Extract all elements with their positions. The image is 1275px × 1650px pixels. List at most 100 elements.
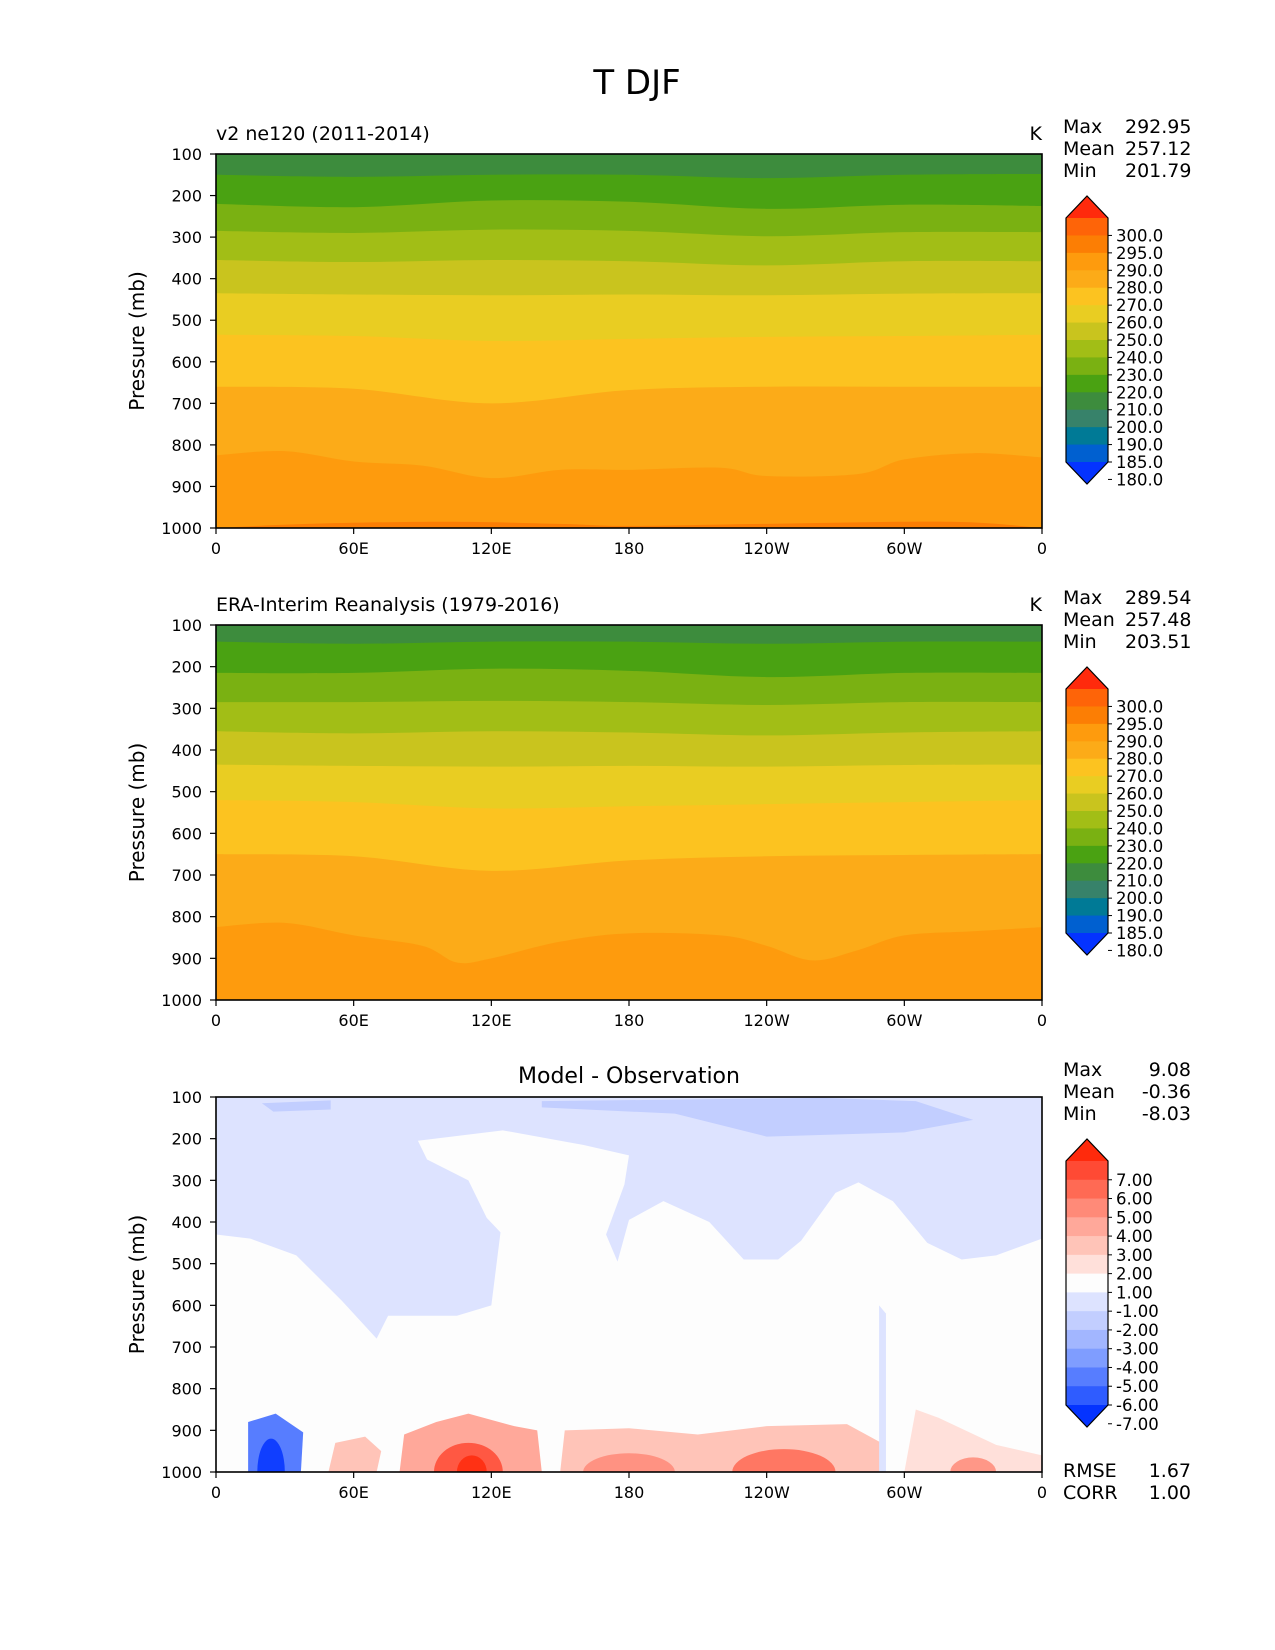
stats-label: Max (1063, 116, 1103, 138)
colorbar-segment (1066, 1179, 1108, 1200)
contour-region-surface-positive-60E (328, 1436, 382, 1472)
stats-row: Max 292.95 (1063, 116, 1191, 138)
panel-title: Model - Observation (518, 1064, 740, 1089)
y-tick-label: 700 (171, 394, 202, 413)
y-tick-label: 900 (171, 1421, 202, 1440)
colorbar-segment (1066, 776, 1108, 795)
colorbar-segment (1066, 287, 1108, 306)
y-tick-label: 300 (171, 1171, 202, 1190)
colorbar-segment (1066, 1386, 1108, 1406)
colorbar-tick-label: 5.00 (1116, 1208, 1153, 1227)
colorbar-segment (1066, 235, 1108, 254)
y-tick-label: 500 (171, 783, 202, 802)
stats-label: Mean (1063, 1081, 1115, 1103)
colorbar-segment (1066, 880, 1108, 899)
figure-title: T DJF (592, 63, 680, 103)
x-tick-label: 120E (471, 539, 512, 558)
y-tick-label: 500 (171, 311, 202, 330)
stats-row: Min 201.79 (1063, 160, 1191, 182)
x-tick-label: 60W (886, 539, 922, 558)
contour-band (216, 922, 1042, 1000)
metrics-value: 1.00 (1148, 1482, 1191, 1504)
stats-row: Mean 257.12 (1063, 138, 1191, 160)
x-tick-label: 120W (743, 1011, 790, 1030)
metrics-row: CORR 1.00 (1063, 1482, 1191, 1504)
panel-title: ERA-Interim Reanalysis (1979-2016) (216, 594, 560, 616)
colorbar-tick-label: 260.0 (1116, 785, 1163, 804)
colorbar-segment (1066, 1254, 1108, 1275)
y-tick-label: 600 (171, 824, 202, 843)
x-tick-label: 0 (211, 1011, 221, 1030)
colorbar-extend-max (1066, 667, 1108, 689)
colorbar-segment (1066, 898, 1108, 917)
colorbar-segment (1066, 392, 1108, 411)
colorbar-tick-label: -1.00 (1116, 1302, 1159, 1321)
x-tick-label: 60E (338, 1011, 368, 1030)
y-tick-label: 300 (171, 699, 202, 718)
contour-field (216, 625, 1042, 1000)
contour-region-strong-negative-top-right (541, 1097, 974, 1137)
stats-value: 292.95 (1125, 116, 1192, 138)
x-tick-label: 0 (1037, 1483, 1047, 1502)
colorbar-tick-label: 270.0 (1116, 767, 1163, 786)
y-tick-label: 600 (171, 353, 202, 372)
contour-region-surface-positive-120E (399, 1413, 542, 1472)
contour-core (732, 1449, 836, 1472)
metrics-label: CORR (1063, 1482, 1118, 1504)
colorbar-tick-label: -2.00 (1116, 1321, 1159, 1340)
colorbar-tick-label: 290.0 (1116, 732, 1163, 751)
colorbar-segment (1066, 1161, 1108, 1181)
metrics-row: RMSE 1.67 (1063, 1460, 1191, 1482)
panel-3: 100 200 300 400 500 600 700 800 900 1000 0 60E 120E 1… (125, 1064, 1159, 1502)
stats-box: Max 9.08 Mean -0.36 Min -8.03 (1063, 1059, 1191, 1125)
colorbar-segment (1066, 723, 1108, 742)
colorbar-tick-label: 300.0 (1116, 226, 1163, 245)
colorbar-segment (1066, 444, 1108, 463)
x-tick-label: 180 (614, 539, 645, 558)
colorbar-tick-label: -6.00 (1116, 1396, 1159, 1415)
colorbar-tick-label: 280.0 (1116, 279, 1163, 298)
stats-label: Max (1063, 587, 1103, 609)
stats-box: Max 292.95 Mean 257.12 Min 201.79 (1063, 116, 1191, 182)
x-tick-label: 120W (743, 539, 790, 558)
colorbar-segment (1066, 374, 1108, 393)
contour-region-upper-negative (216, 1097, 1042, 1339)
y-tick-label: 200 (171, 1130, 202, 1149)
colorbar-tick-label: 1.00 (1116, 1283, 1153, 1302)
x-tick-label: 60W (886, 1011, 922, 1030)
colorbar-segment (1066, 793, 1108, 812)
colorbar-tick-label: 185.0 (1116, 453, 1163, 472)
y-tick-label: 900 (171, 949, 202, 968)
x-tick-label: 60E (338, 1483, 368, 1502)
metrics-box: RMSE 1.67 CORR 1.00 (1063, 1460, 1191, 1504)
colorbar-tick-label: -4.00 (1116, 1358, 1159, 1377)
contour-core (456, 1455, 487, 1472)
stats-row: Mean 257.48 (1063, 609, 1191, 631)
colorbar-tick-label: 240.0 (1116, 348, 1163, 367)
units-label: K (1030, 594, 1043, 616)
colorbar-tick-label: 230.0 (1116, 366, 1163, 385)
x-tick-label: 0 (211, 1483, 221, 1502)
y-tick-label: 100 (171, 1088, 202, 1107)
colorbar-segment (1066, 863, 1108, 882)
stats-box: Max 289.54 Mean 257.48 Min 203.51 (1063, 587, 1191, 653)
stats-value: -0.36 (1141, 1081, 1191, 1103)
colorbar-tick-label: 210.0 (1116, 401, 1163, 420)
colorbar-segment (1066, 1311, 1108, 1331)
colorbar-tick-label: 240.0 (1116, 819, 1163, 838)
colorbar-segment (1066, 845, 1108, 864)
metrics-label: RMSE (1063, 1460, 1117, 1482)
y-tick-label: 600 (171, 1296, 202, 1315)
colorbar-tick-label: 3.00 (1116, 1246, 1153, 1265)
units-label: K (1030, 123, 1043, 145)
colorbar-segment (1066, 1367, 1108, 1387)
x-tick-label: 0 (211, 539, 221, 558)
stats-row: Min 203.51 (1063, 631, 1191, 653)
x-tick-label: 180 (614, 1011, 645, 1030)
stats-label: Mean (1063, 138, 1115, 160)
y-tick-label: 100 (171, 145, 202, 164)
y-tick-label: 200 (171, 658, 202, 677)
colorbar-segment (1066, 218, 1108, 237)
colorbar-extend-min (1066, 933, 1108, 955)
colorbar-tick-label: 300.0 (1116, 697, 1163, 716)
